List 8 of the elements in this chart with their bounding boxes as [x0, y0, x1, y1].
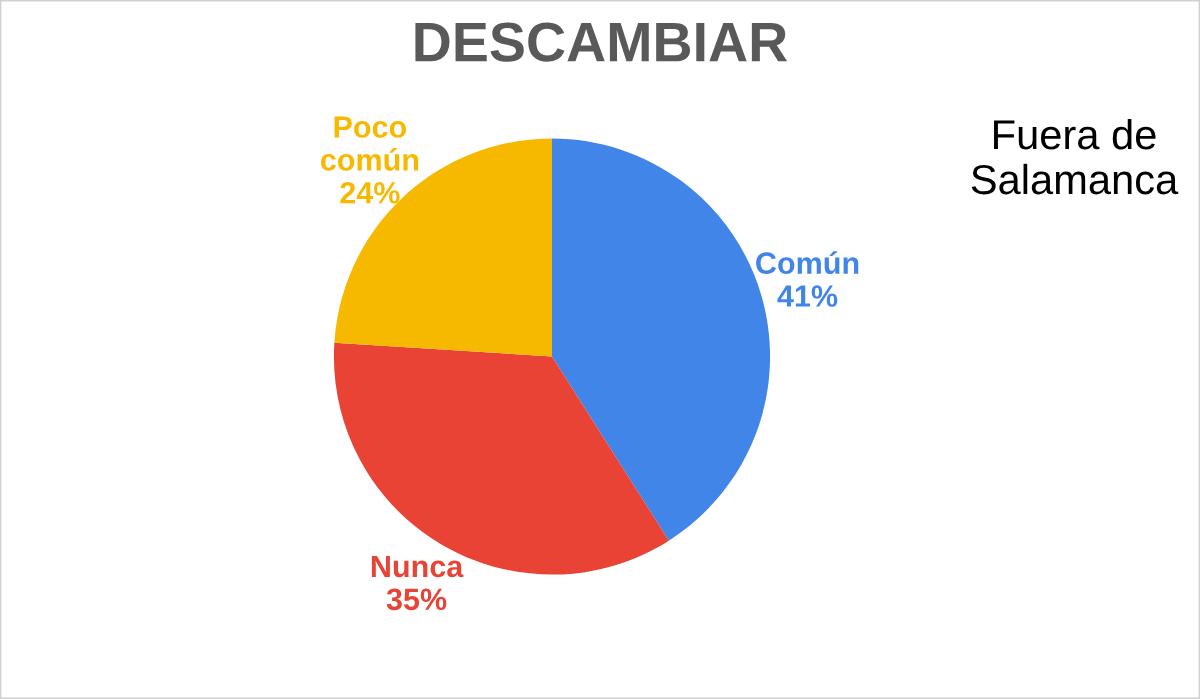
data-label: 24%: [340, 182, 400, 204]
text: Fuera de Salamanca: [971, 118, 1179, 195]
data-label: 41%: [777, 285, 838, 307]
slice-label: Común: [756, 251, 859, 275]
slice-label: Poco común: [320, 116, 419, 171]
chart-title: DESCAMBIAR: [415, 22, 788, 62]
slice-label: Nunca: [371, 555, 464, 578]
data-label: 35%: [386, 588, 447, 611]
